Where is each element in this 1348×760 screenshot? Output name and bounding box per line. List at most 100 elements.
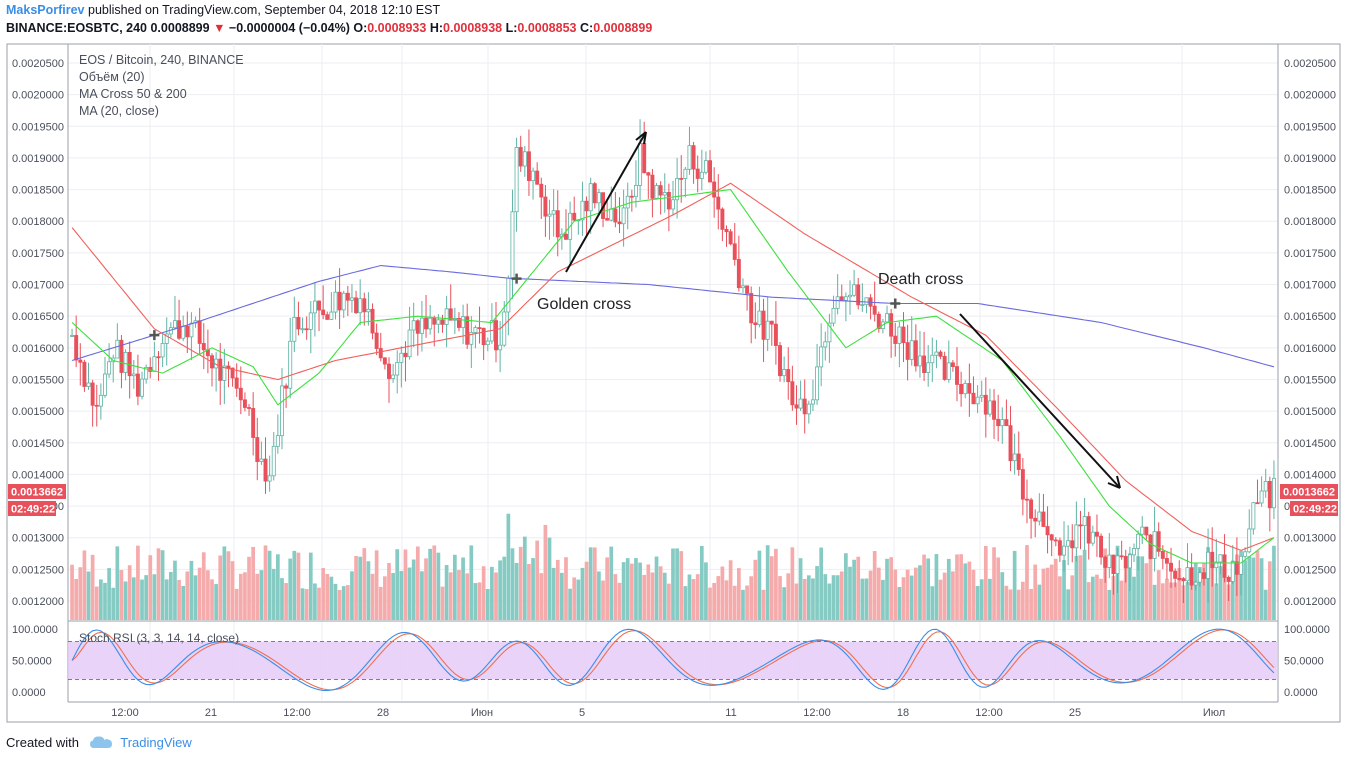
volume-bar — [370, 573, 375, 620]
volume-bar — [292, 550, 297, 620]
open-label: O: — [353, 21, 368, 35]
volume-bar — [667, 583, 671, 620]
volume-bar — [395, 549, 400, 620]
y-tick-label-left: 0.0014500 — [12, 438, 64, 450]
candle-body — [1173, 570, 1178, 579]
y-tick-label-right: 0.0012000 — [1284, 596, 1336, 608]
candle-body — [703, 160, 708, 173]
candle-body — [695, 168, 700, 179]
volume-bar — [658, 566, 663, 620]
volume-bar — [452, 554, 457, 620]
candle-body — [308, 312, 313, 330]
volume-bar — [189, 560, 194, 620]
volume-bar — [131, 577, 136, 620]
candle-body — [983, 394, 988, 415]
volume-bar — [555, 559, 560, 620]
countdown-badge-left — [8, 501, 56, 516]
candle-series — [70, 119, 1276, 604]
volume-bar — [276, 554, 280, 620]
ma50-line — [71, 182, 1275, 551]
candle-body — [773, 323, 778, 347]
candle-body — [810, 399, 815, 405]
candle-body — [889, 313, 894, 337]
price-badge-text-right: 0.0013662 — [1283, 487, 1335, 499]
volume-bar — [226, 551, 231, 620]
volume-bar — [144, 575, 148, 620]
candle-body — [930, 354, 935, 364]
rsi-legend-label: Stoch RSI (3, 3, 14, 14, close) — [79, 631, 239, 645]
volume-bar — [769, 556, 774, 620]
candle-body — [164, 333, 169, 344]
volume-bar — [490, 566, 494, 620]
volume-bar — [1193, 563, 1198, 620]
candle-body — [317, 300, 321, 311]
volume-bar — [531, 558, 535, 620]
volume-bar — [485, 589, 490, 620]
volume-bar — [642, 574, 647, 620]
volume-bar — [716, 576, 721, 620]
candle-body — [312, 300, 317, 314]
symbol-label: BINANCE:EOSBTC, 240 — [6, 21, 147, 35]
tradingview-link[interactable]: TradingView — [120, 735, 192, 750]
volume-bar — [839, 571, 844, 620]
candle-body — [78, 359, 83, 363]
volume-bar — [1272, 545, 1276, 620]
volume-bar — [1210, 567, 1215, 620]
y-tick-label-left: 0.0017000 — [12, 280, 64, 292]
volume-bar — [806, 575, 811, 620]
candle-body — [650, 174, 655, 199]
volume-bar — [522, 536, 527, 620]
candle-body — [349, 297, 354, 301]
volume-bar — [247, 556, 251, 620]
candle-body — [547, 213, 552, 217]
candle-body — [975, 396, 980, 405]
y-tick-label-left: 0.0015000 — [12, 406, 64, 418]
candle-body — [234, 377, 239, 389]
volume-bar — [494, 572, 498, 620]
volume-bar — [930, 586, 935, 620]
candle-body — [238, 387, 243, 401]
volume-bar — [691, 579, 696, 620]
volume-bar — [749, 576, 754, 620]
candle-body — [662, 192, 667, 196]
candle-body — [708, 160, 713, 183]
y-tick-label-right: 0.0018000 — [1284, 216, 1336, 228]
volume-bar — [802, 578, 807, 620]
candle-body — [275, 435, 280, 447]
volume-bar — [424, 558, 428, 620]
candle-body — [1255, 502, 1260, 505]
volume-bar — [922, 554, 926, 620]
candle-body — [378, 348, 383, 359]
volume-bar — [177, 579, 181, 620]
x-tick-label: 12:00 — [803, 707, 831, 719]
candle-body — [1185, 567, 1190, 582]
volume-bar — [1255, 550, 1260, 620]
volume-bar — [214, 584, 218, 620]
volume-bar — [551, 567, 556, 620]
candle-body — [720, 208, 725, 230]
y-tick-label-right: 0.0017000 — [1284, 280, 1336, 292]
candle-body — [74, 335, 79, 361]
ma200-line — [71, 264, 1275, 368]
candle-body — [724, 228, 729, 233]
candle-body — [267, 475, 272, 482]
candle-body — [1169, 562, 1174, 572]
volume-bar — [992, 547, 996, 620]
volume-bar — [860, 578, 865, 620]
author-link[interactable]: MaksPorfirev — [6, 3, 85, 17]
candle-body — [852, 284, 857, 296]
candle-body — [1016, 453, 1021, 470]
volume-bar — [819, 547, 824, 620]
candle-body — [909, 340, 914, 360]
y-tick-label-left: 0.0019500 — [12, 121, 64, 133]
volume-bar — [1062, 560, 1066, 620]
volume-bar — [1082, 549, 1087, 620]
volume-bar — [1263, 589, 1268, 620]
up-arrow-head — [635, 131, 647, 145]
volume-bar — [918, 565, 922, 620]
candle-body — [391, 374, 396, 379]
volume-bar — [432, 545, 437, 620]
candle-body — [835, 296, 840, 309]
volume-bar — [580, 567, 585, 620]
